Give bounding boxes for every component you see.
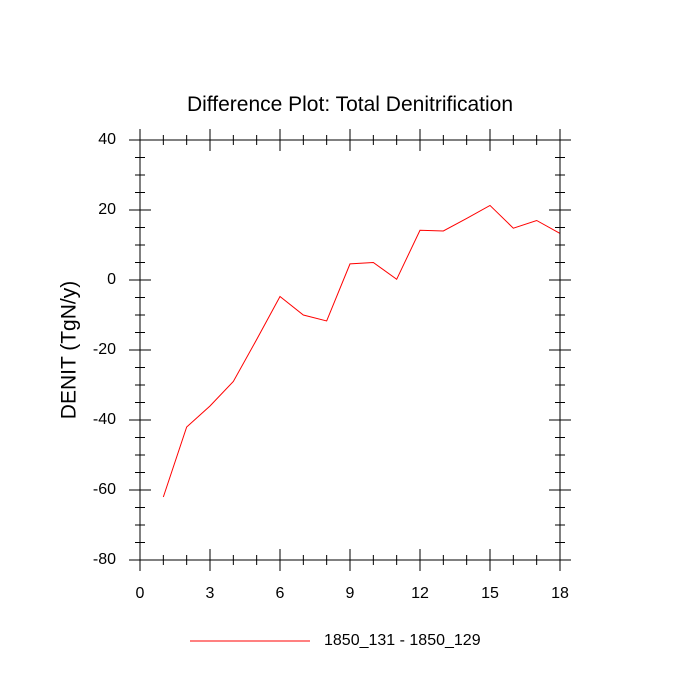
series-line: [162, 204, 561, 498]
legend-label: 1850_131 - 1850_129: [324, 632, 481, 649]
x-tick-label: 0: [136, 585, 145, 602]
y-tick-label: 0: [107, 271, 116, 288]
x-tick-label: 12: [411, 585, 429, 602]
x-tick-label: 9: [346, 585, 355, 602]
legend: 1850_131 - 1850_129: [190, 632, 481, 649]
y-tick-label: 20: [98, 201, 116, 218]
series-layer: [162, 204, 561, 498]
tick-labels: 0 3 6 9 12 15 18 -80 -60 -40 -20 0 20 40: [93, 131, 569, 602]
y-tick-label: -40: [93, 411, 116, 428]
major-ticks: [129, 129, 571, 571]
y-axis-label: DENIT (TgN/y): [58, 281, 81, 419]
y-tick-label: 40: [98, 131, 116, 148]
y-tick-label: -60: [93, 481, 116, 498]
y-tick-label: -80: [93, 551, 116, 568]
y-tick-label: -20: [93, 341, 116, 358]
x-tick-label: 3: [206, 585, 215, 602]
plot-frame: [139, 139, 561, 561]
minor-ticks: [135, 135, 565, 565]
x-tick-label: 6: [276, 585, 285, 602]
chart-title: Difference Plot: Total Denitrification: [187, 93, 513, 116]
x-tick-label: 15: [481, 585, 499, 602]
x-tick-label: 18: [551, 585, 569, 602]
